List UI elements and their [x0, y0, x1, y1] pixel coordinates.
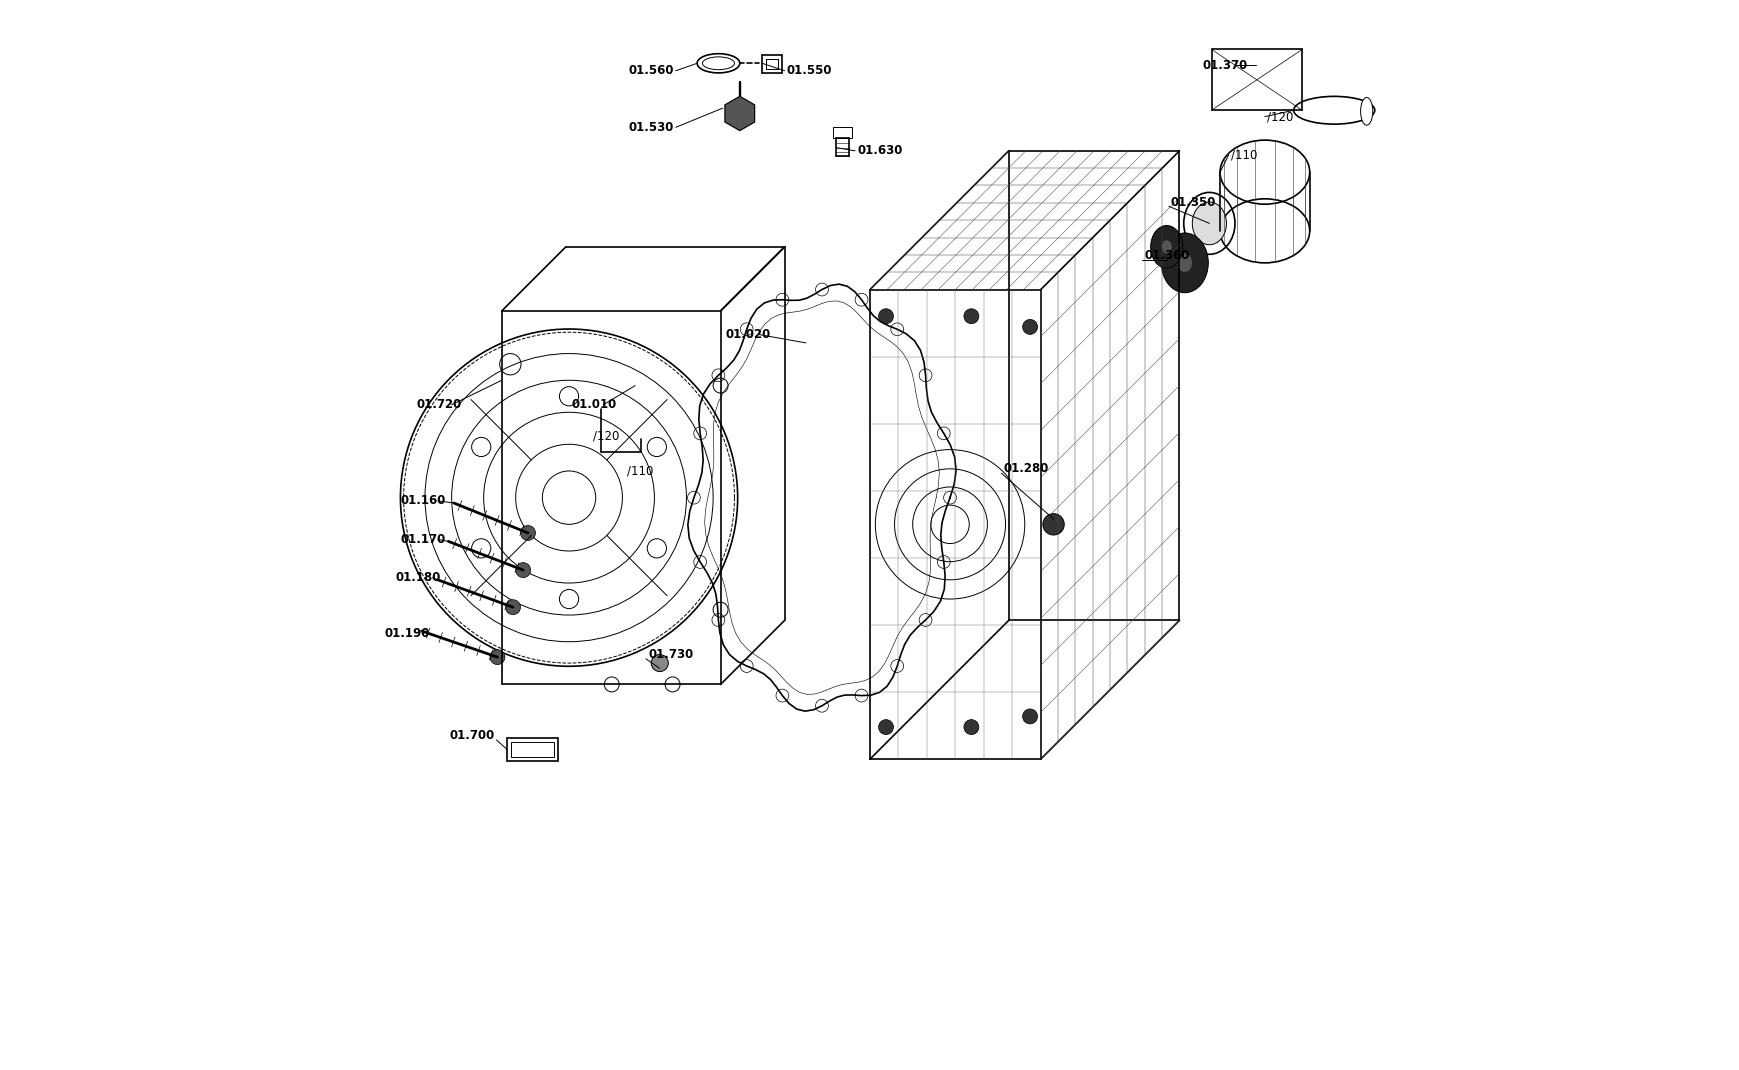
- Text: /120: /120: [1266, 110, 1292, 123]
- Ellipse shape: [1191, 202, 1226, 245]
- Text: 01.700: 01.700: [449, 729, 494, 743]
- Circle shape: [1042, 514, 1064, 535]
- Ellipse shape: [1177, 254, 1191, 272]
- Circle shape: [713, 602, 727, 617]
- Text: 01.160: 01.160: [400, 494, 445, 507]
- Circle shape: [878, 720, 892, 735]
- Text: /110: /110: [1229, 149, 1256, 162]
- Bar: [833, 127, 852, 138]
- Text: 01.560: 01.560: [628, 64, 673, 77]
- Circle shape: [650, 655, 668, 672]
- Circle shape: [520, 525, 536, 540]
- Ellipse shape: [1149, 226, 1183, 269]
- Text: 01.550: 01.550: [786, 64, 831, 77]
- Circle shape: [506, 599, 520, 614]
- Text: 01.280: 01.280: [1003, 462, 1049, 475]
- Text: 01.370: 01.370: [1202, 59, 1247, 72]
- Text: 01.190: 01.190: [384, 627, 430, 640]
- Text: 01.010: 01.010: [570, 398, 616, 411]
- Circle shape: [1023, 320, 1036, 334]
- Text: 01.360: 01.360: [1144, 249, 1189, 262]
- Text: 01.730: 01.730: [647, 648, 692, 661]
- Text: /110: /110: [626, 464, 652, 477]
- Text: 01.180: 01.180: [395, 571, 440, 584]
- Circle shape: [664, 677, 680, 692]
- Ellipse shape: [1162, 241, 1170, 254]
- Circle shape: [1023, 709, 1036, 724]
- Circle shape: [490, 649, 504, 664]
- Polygon shape: [725, 96, 755, 131]
- Ellipse shape: [1160, 233, 1207, 293]
- Bar: [511, 742, 553, 756]
- Circle shape: [515, 563, 530, 578]
- Circle shape: [603, 677, 619, 692]
- Text: 01.720: 01.720: [416, 398, 461, 411]
- Circle shape: [963, 309, 979, 324]
- Bar: [506, 738, 558, 761]
- Circle shape: [963, 720, 979, 735]
- Text: 01.170: 01.170: [400, 533, 445, 546]
- Text: 01.530: 01.530: [628, 121, 673, 134]
- Text: 01.630: 01.630: [857, 144, 903, 157]
- Circle shape: [713, 378, 727, 393]
- Ellipse shape: [1360, 97, 1372, 125]
- Text: 01.350: 01.350: [1170, 196, 1216, 209]
- Text: 01.020: 01.020: [725, 327, 770, 341]
- Circle shape: [878, 309, 892, 324]
- Text: /120: /120: [593, 429, 619, 442]
